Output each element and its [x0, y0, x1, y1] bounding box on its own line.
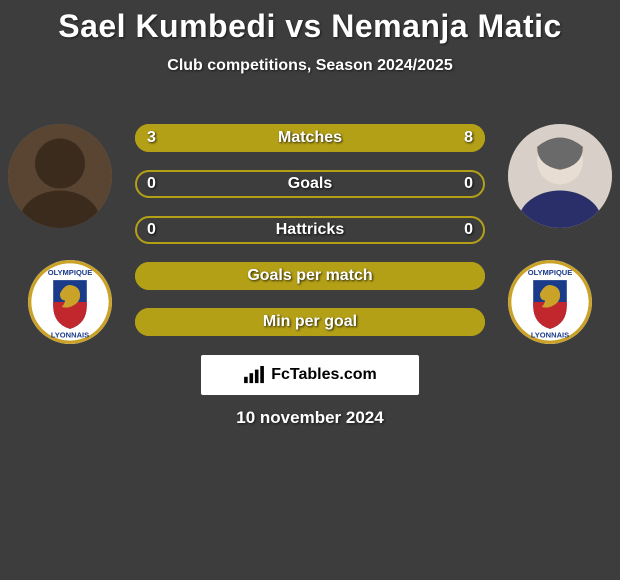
avatar-placeholder-icon	[8, 124, 112, 228]
stat-label: Matches	[135, 124, 485, 152]
club-badge-icon: OLYMPIQUE LYONNAIS	[28, 260, 112, 344]
club-text-bottom: LYONNAIS	[51, 330, 89, 339]
date-text: 10 november 2024	[0, 408, 620, 428]
page-title: Sael Kumbedi vs Nemanja Matic	[0, 0, 620, 45]
club-text-top: OLYMPIQUE	[48, 268, 93, 277]
page-subtitle: Club competitions, Season 2024/2025	[0, 57, 620, 75]
stat-label: Goals	[135, 170, 485, 198]
stat-row: 00Hattricks	[135, 216, 485, 244]
club-badge-icon: OLYMPIQUE LYONNAIS	[508, 260, 592, 344]
stat-label: Min per goal	[135, 308, 485, 336]
player-left-avatar	[8, 124, 112, 228]
stat-row: Min per goal	[135, 308, 485, 336]
club-text-bottom: LYONNAIS	[531, 330, 569, 339]
bars-logo-icon	[243, 366, 265, 384]
brand-box: FcTables.com	[201, 355, 419, 395]
player-left-club-badge: OLYMPIQUE LYONNAIS	[28, 260, 112, 344]
player-right-club-badge: OLYMPIQUE LYONNAIS	[508, 260, 592, 344]
player-right-avatar	[508, 124, 612, 228]
stat-row: 38Matches	[135, 124, 485, 152]
stat-label: Goals per match	[135, 262, 485, 290]
stat-row: 00Goals	[135, 170, 485, 198]
stat-label: Hattricks	[135, 216, 485, 244]
brand-text: FcTables.com	[271, 366, 377, 384]
avatar-placeholder-icon	[508, 124, 612, 228]
club-text-top: OLYMPIQUE	[528, 268, 573, 277]
comparison-bars: 38Matches 00Goals 00Hattricks Goals per mat…	[135, 124, 485, 354]
stat-row: Goals per match	[135, 262, 485, 290]
